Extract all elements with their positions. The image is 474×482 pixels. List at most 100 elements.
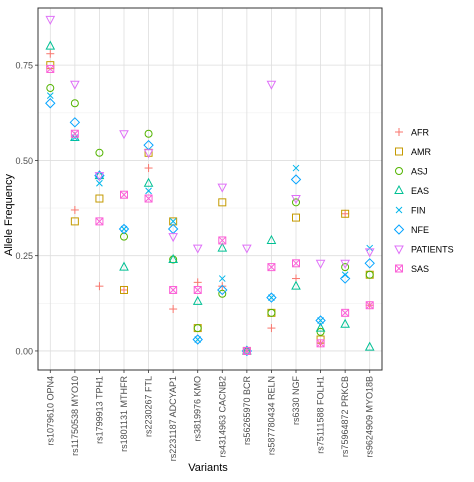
series-patients xyxy=(45,15,375,269)
data-point xyxy=(45,40,56,50)
data-point xyxy=(120,190,128,199)
data-point xyxy=(339,273,351,284)
legend-key xyxy=(394,184,404,194)
data-point xyxy=(266,292,277,303)
x-tick-label: rs56265970 BCR xyxy=(242,376,252,446)
x-tick-label: rs4314963 CACNB2 xyxy=(217,376,227,458)
x-tick-label: rs11750538 MYO10 xyxy=(70,376,80,456)
legend-label: EAS xyxy=(411,186,429,196)
data-point xyxy=(341,209,350,218)
legend-key xyxy=(394,245,404,255)
legend-key xyxy=(395,128,403,136)
data-point xyxy=(95,194,104,203)
legend-label: SAS xyxy=(411,264,429,274)
data-point xyxy=(315,259,326,269)
series-asj xyxy=(46,84,374,355)
data-point xyxy=(364,258,375,269)
legend-label: FIN xyxy=(411,206,426,216)
data-point xyxy=(70,217,79,226)
data-point xyxy=(340,318,350,328)
legend-label: AFR xyxy=(411,128,430,138)
data-point xyxy=(291,280,301,290)
x-tick-label: rs1799913 TPH1 xyxy=(94,376,104,444)
data-point xyxy=(217,183,228,193)
data-point xyxy=(168,233,178,243)
data-point xyxy=(366,244,374,252)
data-point xyxy=(95,282,104,291)
data-point xyxy=(120,285,128,294)
legend-key xyxy=(395,147,403,156)
legend-label: AMR xyxy=(411,147,432,157)
legend-label: ASJ xyxy=(411,167,428,177)
data-point xyxy=(316,339,325,348)
data-point xyxy=(217,284,228,296)
data-point xyxy=(266,80,277,90)
data-point xyxy=(70,205,79,214)
y-axis-title: Allele Frequency xyxy=(3,174,15,256)
axes: 0.00 0.25 0.50 0.75 rs1079610 OPN4 rs11750538… xyxy=(15,61,374,462)
data-point xyxy=(96,179,103,187)
plot-frame xyxy=(37,7,383,371)
x-tick-label: rs1801131 MTHFR xyxy=(119,376,129,452)
data-point xyxy=(45,15,56,25)
data-point xyxy=(364,341,375,351)
data-point xyxy=(169,218,177,225)
data-point xyxy=(290,174,302,185)
data-point xyxy=(315,315,326,326)
x-tick-label: rs1079610 OPN4 xyxy=(45,376,55,446)
data-point xyxy=(94,170,105,180)
data-point xyxy=(364,248,375,258)
data-point xyxy=(193,324,202,333)
data-points xyxy=(45,15,375,357)
data-point xyxy=(341,263,350,272)
legend-label: NFE xyxy=(411,225,429,235)
series-nfe xyxy=(45,98,375,357)
data-point xyxy=(292,198,300,207)
x-axis-title: Variants xyxy=(188,462,228,474)
data-point xyxy=(120,285,128,294)
data-point xyxy=(291,195,301,205)
data-point xyxy=(341,209,350,218)
x-tick-label: rs587780434 RELN xyxy=(266,376,276,455)
data-point xyxy=(217,242,228,252)
data-point xyxy=(144,194,153,203)
y-tick-label: 0.25 xyxy=(15,251,33,261)
data-point xyxy=(192,295,203,305)
data-point xyxy=(192,334,203,345)
data-point xyxy=(267,308,276,317)
data-point xyxy=(168,253,178,263)
data-point xyxy=(46,84,55,93)
data-point xyxy=(192,244,203,254)
x-tick-label: rs9624909 MYO18B xyxy=(365,376,375,458)
x-tick-label: rs6330 NGF xyxy=(291,376,301,426)
legend-key xyxy=(395,206,403,214)
data-point xyxy=(69,117,81,128)
legend: AFR AMR ASJ EAS FIN NFE PATIENTS SAS xyxy=(393,128,454,274)
data-point xyxy=(119,261,129,271)
data-point xyxy=(169,285,178,294)
data-point xyxy=(266,234,277,244)
data-point xyxy=(218,198,227,207)
data-point xyxy=(70,99,79,108)
data-point xyxy=(145,187,152,195)
data-point xyxy=(46,92,54,99)
legend-key xyxy=(395,264,403,273)
data-point xyxy=(242,244,252,254)
data-point xyxy=(46,64,55,73)
data-point xyxy=(365,301,374,310)
data-point xyxy=(143,177,154,187)
data-point xyxy=(46,49,55,58)
x-tick-label: rs75964872 PRKCB xyxy=(340,376,350,457)
legend-label: PATIENTS xyxy=(411,245,454,255)
data-point xyxy=(144,129,153,138)
legend-key xyxy=(395,167,403,175)
data-point xyxy=(316,327,325,336)
data-point xyxy=(70,80,80,90)
data-point xyxy=(95,148,104,157)
data-point xyxy=(95,217,104,226)
data-point xyxy=(365,270,374,279)
data-point xyxy=(143,149,154,159)
